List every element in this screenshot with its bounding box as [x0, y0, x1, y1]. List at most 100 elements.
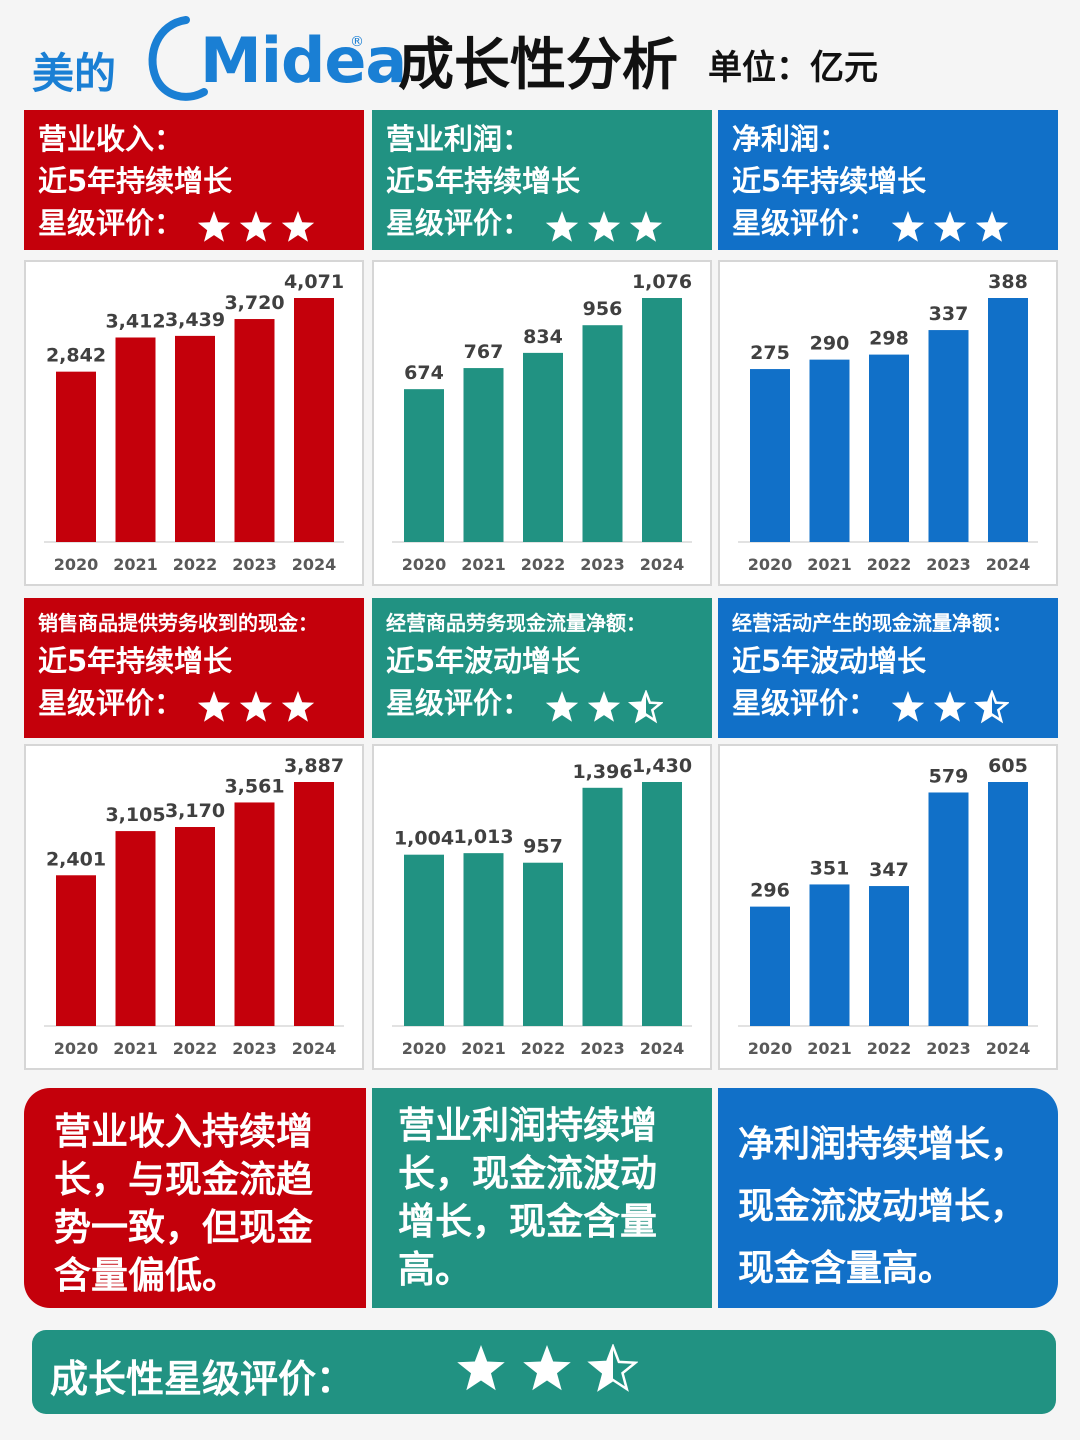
- summary-line: 营业收入持续增: [54, 1110, 313, 1153]
- data-label-2021: 1,013: [453, 826, 513, 848]
- registered-mark: ®: [350, 34, 364, 50]
- overall-rating-label: 成长性星级评价：: [50, 1357, 355, 1401]
- panel-rating-label: 星级评价：: [732, 206, 878, 240]
- x-tick-label-2022: 2022: [867, 555, 912, 574]
- summary-net-profit: 净利润持续增长， 现金流波动增长， 现金含量高。: [718, 1088, 1058, 1308]
- data-label-2020: 1,004: [394, 828, 454, 850]
- x-tick-label-2021: 2021: [461, 555, 506, 574]
- overall-star-rating: [456, 1342, 639, 1398]
- panel-metric: 经营活动产生的现金流量净额：: [732, 611, 1012, 635]
- data-label-2024: 3,887: [284, 755, 344, 777]
- summary-line: 现金含量高。: [738, 1248, 955, 1289]
- panel-net-profit: 净利润： 近5年持续增长 星级评价：: [718, 110, 1058, 250]
- x-tick-label-2023: 2023: [580, 555, 625, 574]
- summary-line: 长，与现金流趋: [54, 1158, 313, 1201]
- bar-chart-svg: 296 2020 351 2021 347 2022 579 2023 605 2024: [738, 755, 1038, 1058]
- x-tick-label-2022: 2022: [173, 555, 218, 574]
- bar-2024: [642, 298, 682, 542]
- panel-metric: 销售商品提供劳务收到的现金：: [38, 611, 318, 635]
- chart-operating-profit: 674 2020 767 2021 834 2022 956 2023 1,076 2024: [372, 260, 712, 586]
- panel-trend: 近5年持续增长: [386, 164, 581, 198]
- panel-metric: 经营商品劳务现金流量净额：: [386, 611, 646, 635]
- data-label-2024: 605: [988, 755, 1028, 777]
- panel-trend: 近5年持续增长: [732, 164, 927, 198]
- bar-chart-svg: 2,842 2020 3,412 2021 3,439 2022 3,720 2023 4,07…: [44, 271, 344, 574]
- summary-line: 高。: [398, 1248, 472, 1291]
- panel-rating-label: 星级评价：: [386, 686, 532, 720]
- x-tick-label-2024: 2024: [640, 1039, 685, 1058]
- bar-chart-svg: 674 2020 767 2021 834 2022 956 2023 1,076 2024: [392, 271, 692, 574]
- star-full-icon: [523, 1345, 571, 1391]
- bar-2022: [523, 352, 563, 542]
- bar-2024: [988, 298, 1028, 542]
- star-full-icon: [933, 211, 967, 242]
- bar-chart-svg: 1,004 2020 1,013 2021 957 2022 1,396 2023 1,430 2…: [392, 755, 692, 1058]
- data-label-2021: 767: [464, 341, 504, 363]
- panel-metric: 营业利润：: [386, 122, 532, 156]
- star-rating: [545, 204, 667, 246]
- star-rating: [197, 684, 319, 726]
- data-label-2021: 3,105: [105, 804, 165, 826]
- x-tick-label-2022: 2022: [521, 1039, 566, 1058]
- summary-line: 长，现金流波动: [398, 1152, 657, 1195]
- summary-operating-profit: 营业利润持续增 长，现金流波动 增长，现金含量 高。: [372, 1088, 712, 1308]
- data-label-2023: 579: [929, 765, 969, 787]
- summary-line: 增长，现金含量: [398, 1200, 657, 1243]
- x-tick-label-2020: 2020: [748, 555, 793, 574]
- midea-logo: 美的 Midea ®: [32, 12, 407, 104]
- panel-rating-label: 星级评价：: [386, 206, 532, 240]
- bar-2020: [404, 389, 444, 542]
- panel-operating-cashflow-goods: 经营商品劳务现金流量净额： 近5年波动增长 星级评价：: [372, 598, 712, 738]
- star-rating: [197, 204, 319, 246]
- panel-metric: 净利润：: [732, 122, 849, 156]
- summary-line: 营业利润持续增: [398, 1104, 657, 1147]
- panel-operating-profit: 营业利润： 近5年持续增长 星级评价：: [372, 110, 712, 250]
- star-full-icon: [933, 691, 967, 722]
- x-tick-label-2023: 2023: [926, 1039, 971, 1058]
- unit-label: 单位：亿元: [708, 48, 878, 88]
- bar-2023: [234, 802, 275, 1026]
- star-half-icon: [627, 689, 665, 724]
- logo-en-text: Midea: [200, 24, 407, 97]
- x-tick-label-2020: 2020: [54, 1039, 99, 1058]
- logo-swoosh-icon: [148, 16, 208, 101]
- x-tick-label-2020: 2020: [748, 1039, 793, 1058]
- panel-operating-cashflow-net: 经营活动产生的现金流量净额： 近5年波动增长 星级评价：: [718, 598, 1058, 738]
- x-tick-label-2020: 2020: [402, 555, 447, 574]
- bar-2023: [582, 325, 623, 542]
- data-label-2024: 388: [988, 271, 1028, 293]
- data-label-2023: 3,561: [224, 775, 284, 797]
- star-half-icon: [587, 1342, 639, 1392]
- chart-net-profit: 275 2020 290 2021 298 2022 337 2023 388 2024: [718, 260, 1058, 586]
- star-full-icon: [587, 691, 621, 722]
- x-tick-label-2021: 2021: [113, 1039, 158, 1058]
- data-label-2020: 296: [750, 880, 790, 902]
- star-full-icon: [197, 211, 231, 242]
- star-full-icon: [975, 211, 1009, 242]
- x-tick-label-2020: 2020: [402, 1039, 447, 1058]
- x-tick-label-2021: 2021: [807, 555, 852, 574]
- data-label-2020: 2,842: [46, 345, 106, 367]
- data-label-2022: 347: [869, 859, 909, 881]
- bar-2021: [809, 359, 850, 542]
- overall-rating-bar: 成长性星级评价：: [32, 1330, 1056, 1414]
- data-label-2023: 337: [929, 303, 969, 325]
- data-label-2021: 351: [810, 857, 850, 879]
- x-tick-label-2022: 2022: [521, 555, 566, 574]
- chart-revenue: 2,842 2020 3,412 2021 3,439 2022 3,720 2023 4,07…: [24, 260, 364, 586]
- star-full-icon: [281, 691, 315, 722]
- bar-2021: [463, 853, 504, 1026]
- bar-2022: [175, 827, 215, 1026]
- x-tick-label-2024: 2024: [986, 1039, 1031, 1058]
- bar-2024: [988, 782, 1028, 1026]
- x-tick-label-2021: 2021: [461, 1039, 506, 1058]
- data-label-2020: 674: [404, 362, 444, 384]
- data-label-2020: 275: [750, 342, 790, 364]
- bar-2020: [56, 875, 96, 1026]
- x-tick-label-2023: 2023: [580, 1039, 625, 1058]
- bar-2022: [523, 862, 563, 1026]
- star-full-icon: [239, 691, 273, 722]
- panel-rating-label: 星级评价：: [732, 686, 878, 720]
- panel-rating-label: 星级评价：: [38, 206, 184, 240]
- bar-2023: [234, 319, 275, 542]
